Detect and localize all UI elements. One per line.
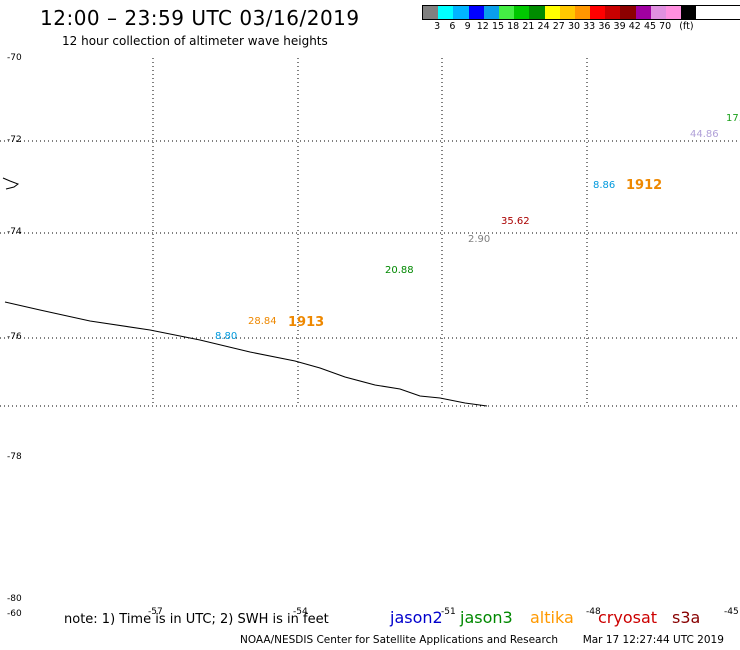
page-subtitle: 12 hour collection of altimeter wave hei… [62, 34, 328, 48]
credit-footer: NOAA/NESDIS Center for Satellite Applica… [240, 634, 724, 646]
lat-label: -80 [7, 594, 22, 604]
lat-label: -74 [7, 227, 22, 237]
lon-label: -57 [148, 607, 163, 617]
legend-label: 33 [583, 21, 596, 32]
legend-label: 42 [628, 21, 641, 32]
satellite-label-cryosat: cryosat [598, 608, 658, 627]
lat-label: -78 [7, 452, 22, 462]
legend-swatch [453, 6, 469, 19]
lon-gridlines [152, 58, 588, 406]
satellite-label-jason3: jason3 [460, 608, 513, 627]
legend-label: 36 [598, 21, 611, 32]
legend-swatch [620, 6, 636, 19]
credit-text: NOAA/NESDIS Center for Satellite Applica… [240, 634, 558, 646]
legend-swatch [574, 6, 591, 19]
island-outline [2, 177, 20, 190]
satellite-label-altika: altika [530, 608, 574, 627]
lat-label: -70 [7, 53, 22, 63]
legend-swatch [650, 6, 666, 19]
wave-height-label: 17. [726, 113, 740, 124]
pass-label: 1912 [626, 178, 663, 193]
color-legend: 3 6 9 12 15 18 21 24 27 30 33 36 39 42 45 70 (ft) [422, 5, 740, 34]
legend-label: 21 [522, 21, 535, 32]
legend-label: 30 [567, 21, 581, 32]
wave-height-label: 2.90 [468, 234, 491, 245]
wave-height-label: 8.86 [593, 180, 616, 191]
lon-label: -51 [441, 607, 456, 617]
lon-label: -54 [293, 607, 308, 617]
units-note: note: 1) Time is in UTC; 2) SWH is in fe… [64, 612, 329, 627]
satellite-label-s3a: s3a [672, 608, 701, 627]
legend-label: 24 [537, 21, 550, 32]
legend-label: 9 [464, 21, 471, 32]
legend-swatch [468, 6, 484, 19]
legend-swatch [666, 6, 682, 19]
lat-label: -76 [7, 332, 22, 342]
satellite-label-jason2: jason2 [390, 608, 443, 627]
legend-swatch [498, 6, 515, 19]
legend-label: 70 [659, 21, 672, 32]
legend-swatch [559, 6, 575, 19]
legend-swatch [514, 6, 530, 19]
legend-label: 27 [552, 21, 565, 32]
legend-swatch [544, 6, 560, 19]
wave-height-label: 35.62 [501, 216, 530, 227]
legend-swatch [605, 6, 621, 19]
lat-label: -72 [7, 135, 22, 145]
legend-label: 12 [476, 21, 489, 32]
legend-label: 18 [507, 21, 520, 32]
pass-label: 1913 [288, 315, 325, 330]
page-title: 12:00 – 23:59 UTC 03/16/2019 [40, 6, 360, 30]
lon-label: -45 [724, 607, 739, 617]
legend-label: (ft) [679, 21, 694, 32]
legend-label: 45 [643, 21, 657, 32]
lat-gridlines [0, 140, 740, 407]
legend-swatch [635, 6, 651, 19]
legend-labels: 3 6 9 12 15 18 21 24 27 30 33 36 39 42 45 70 (ft) [422, 20, 740, 34]
generated-timestamp: Mar 17 12:27:44 UTC 2019 [582, 634, 724, 646]
legend-swatch [681, 6, 697, 19]
legend-swatch [483, 6, 499, 19]
legend-label: 6 [449, 21, 456, 32]
legend-swatch [438, 6, 454, 19]
wave-height-label: 44.86 [690, 129, 719, 140]
legend-swatch [590, 6, 606, 19]
legend-label: 3 [434, 21, 441, 32]
coastline [4, 301, 488, 407]
wave-height-label: 8.80 [215, 331, 238, 342]
lat-label: -60 [7, 609, 22, 619]
wave-height-label: 28.84 [248, 316, 277, 327]
legend-swatches [422, 5, 740, 20]
wave-height-label: 20.88 [385, 265, 414, 276]
lon-label: -48 [586, 607, 601, 617]
legend-label: 15 [491, 21, 505, 32]
legend-swatch [529, 6, 545, 19]
legend-label: 39 [613, 21, 626, 32]
legend-swatch [423, 6, 439, 19]
